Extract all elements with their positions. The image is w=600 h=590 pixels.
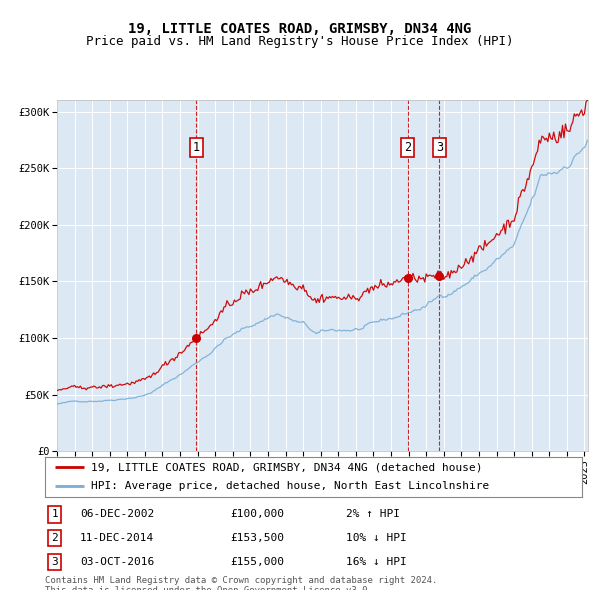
- Text: 11-DEC-2014: 11-DEC-2014: [80, 533, 154, 543]
- Text: £100,000: £100,000: [230, 510, 284, 519]
- Text: 3: 3: [436, 141, 443, 154]
- Text: 1: 1: [193, 141, 200, 154]
- Text: 3: 3: [51, 557, 58, 566]
- Text: £153,500: £153,500: [230, 533, 284, 543]
- Text: 1: 1: [51, 510, 58, 519]
- Text: HPI: Average price, detached house, North East Lincolnshire: HPI: Average price, detached house, Nort…: [91, 481, 489, 491]
- Text: 16% ↓ HPI: 16% ↓ HPI: [346, 557, 406, 566]
- Text: 2: 2: [404, 141, 412, 154]
- Text: Price paid vs. HM Land Registry's House Price Index (HPI): Price paid vs. HM Land Registry's House …: [86, 35, 514, 48]
- Text: 06-DEC-2002: 06-DEC-2002: [80, 510, 154, 519]
- Text: Contains HM Land Registry data © Crown copyright and database right 2024.
This d: Contains HM Land Registry data © Crown c…: [45, 576, 437, 590]
- Text: 2: 2: [51, 533, 58, 543]
- Text: 19, LITTLE COATES ROAD, GRIMSBY, DN34 4NG (detached house): 19, LITTLE COATES ROAD, GRIMSBY, DN34 4N…: [91, 463, 482, 473]
- Text: 19, LITTLE COATES ROAD, GRIMSBY, DN34 4NG: 19, LITTLE COATES ROAD, GRIMSBY, DN34 4N…: [128, 22, 472, 36]
- Text: 03-OCT-2016: 03-OCT-2016: [80, 557, 154, 566]
- Text: £155,000: £155,000: [230, 557, 284, 566]
- Text: 10% ↓ HPI: 10% ↓ HPI: [346, 533, 406, 543]
- Text: 2% ↑ HPI: 2% ↑ HPI: [346, 510, 400, 519]
